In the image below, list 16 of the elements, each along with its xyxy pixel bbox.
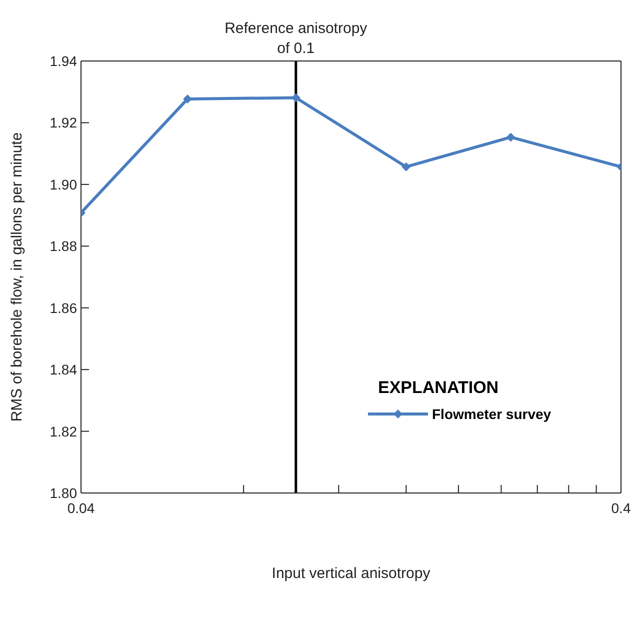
x-axis-title: Input vertical anisotropy [272,565,431,582]
y-tick-label: 1.94 [50,52,78,69]
legend-title: EXPLANATION [378,378,500,398]
y-tick-label: 1.86 [50,300,78,316]
y-tick-label: 1.92 [50,114,78,131]
y-tick-label: 1.80 [50,484,78,501]
y-tick-label: 1.90 [50,176,78,192]
y-tick-label: 1.82 [50,423,78,440]
x-tick-label: 0.04 [67,500,95,516]
ref-line-label: Reference anisotropy of 0.1 [224,20,368,57]
y-tick-label: 1.84 [50,362,78,378]
y-tick-label: 1.88 [50,238,78,254]
point [506,132,516,142]
y-axis-title: RMS of borehole flow, in gallons per minute [8,132,26,422]
x-tick-label: 0.4 [611,500,631,516]
legend-label: Flowmeter survey [432,406,552,422]
